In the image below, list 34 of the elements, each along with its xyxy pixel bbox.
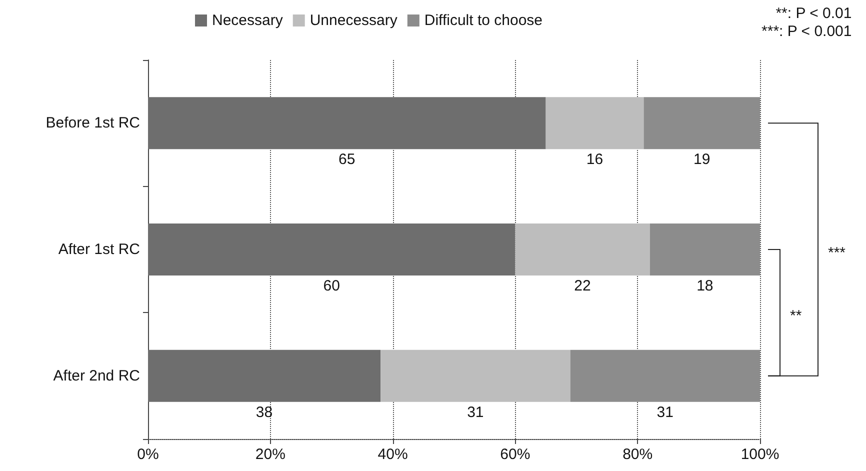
bar	[546, 97, 644, 150]
data-label: 31	[467, 404, 484, 421]
y-tick-label: After 2nd RC	[53, 367, 140, 384]
data-label: 31	[656, 404, 674, 421]
x-tick-label: 40%	[378, 446, 408, 463]
x-tick-label: 80%	[622, 446, 653, 463]
text: ***: P < 0.001	[762, 23, 852, 40]
data-label: 18	[696, 278, 714, 294]
bar	[148, 350, 381, 402]
y-tick-label: Before 1st RC	[46, 114, 140, 132]
text: **: P < 0.01	[776, 5, 852, 22]
y-tick-label: After 1st RC	[58, 241, 140, 258]
bar	[380, 350, 570, 402]
data-label: 19	[694, 151, 710, 168]
x-tick-label: 60%	[500, 446, 530, 463]
bar	[644, 97, 760, 150]
x-tick-label: 20%	[255, 446, 286, 463]
bar	[650, 224, 760, 276]
data-label: 16	[586, 151, 604, 168]
text: ***	[828, 244, 846, 262]
x-tick-label: 100%	[740, 446, 780, 463]
bar	[515, 224, 650, 276]
x-tick-label: 0%	[137, 446, 159, 463]
bar	[148, 224, 516, 276]
bar	[570, 350, 760, 402]
legend-label: Difficult to choose	[424, 12, 543, 29]
data-label: 65	[338, 151, 356, 168]
data-label: 22	[574, 278, 591, 294]
bar	[148, 97, 546, 150]
data-label: 60	[323, 278, 340, 294]
legend-label: Unnecessary	[310, 12, 398, 29]
legend-label: Necessary	[212, 12, 284, 29]
data-label: 38	[256, 404, 273, 421]
text: **	[790, 308, 802, 325]
